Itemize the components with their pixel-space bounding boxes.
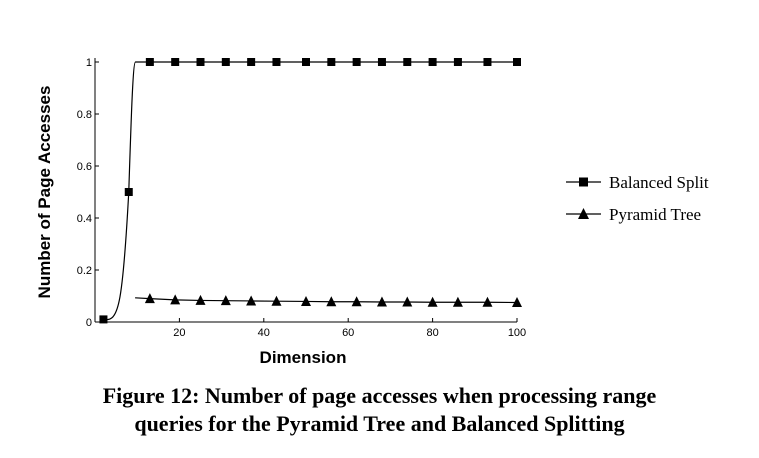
square-marker	[377, 58, 386, 66]
square-marker	[145, 58, 154, 66]
triangle-marker	[220, 295, 231, 306]
line-chart: 0 0.2 0.4 0.6 0.8 1 20 40 60 80 100 Dimension Numb…	[35, 57, 709, 367]
caption-line-1: Figure 12: Number of page accesses when …	[102, 383, 657, 408]
y-tick-label: 0.6	[77, 161, 92, 173]
y-tick-label: 0.4	[77, 213, 92, 225]
legend-label: Pyramid Tree	[609, 205, 701, 224]
y-tick-label: 0.8	[77, 109, 92, 121]
square-marker	[483, 58, 492, 66]
legend: Balanced Split Pyramid Tree	[566, 173, 709, 224]
x-tick-label: 80	[426, 327, 438, 339]
square-marker	[247, 58, 256, 66]
triangle-marker	[271, 295, 282, 306]
legend-item: Pyramid Tree	[566, 205, 701, 224]
ticks-layer: 0 0.2 0.4 0.6 0.8 1 20 40 60 80 100	[77, 57, 526, 339]
square-marker	[99, 315, 108, 324]
triangle-marker	[170, 294, 181, 305]
square-marker	[453, 58, 462, 66]
legend-item: Balanced Split	[566, 173, 709, 192]
triangle-marker	[246, 295, 257, 306]
triangle-marker	[195, 294, 206, 305]
square-marker	[513, 58, 521, 66]
x-tick-label: 40	[258, 327, 270, 339]
square-marker	[272, 58, 281, 66]
triangle-marker	[578, 208, 589, 219]
triangle-marker	[402, 296, 413, 307]
x-tick-label: 60	[342, 327, 354, 339]
triangle-marker	[351, 296, 362, 307]
figure-caption: Figure 12: Number of page accesses when …	[0, 382, 759, 438]
square-marker	[428, 58, 437, 66]
square-marker	[579, 177, 588, 187]
triangle-marker	[512, 297, 522, 307]
x-axis-label: Dimension	[260, 348, 347, 367]
x-tick-label: 20	[173, 327, 185, 339]
pyramid-tree-line	[135, 297, 518, 304]
triangle-marker	[482, 296, 493, 307]
triangle-marker	[326, 296, 337, 307]
axes	[94, 58, 517, 323]
triangle-marker	[144, 293, 155, 304]
series-pyramid-tree	[135, 293, 522, 307]
triangle-marker	[376, 296, 387, 307]
y-tick-label: 1	[86, 57, 92, 69]
square-marker	[171, 58, 180, 66]
square-marker	[352, 58, 361, 66]
triangle-marker	[301, 295, 311, 306]
square-marker	[302, 58, 310, 66]
series-layer	[99, 58, 522, 324]
triangle-marker	[452, 296, 463, 307]
y-axis-label: Number of Page Accesses	[35, 86, 54, 299]
x-tick-label: 100	[508, 327, 526, 339]
balanced-split-line	[103, 61, 517, 321]
y-tick-label: 0	[86, 317, 92, 329]
legend-label: Balanced Split	[609, 173, 709, 192]
triangle-marker	[427, 296, 438, 307]
square-marker	[196, 58, 205, 66]
series-balanced-split	[99, 58, 521, 324]
square-marker	[403, 58, 412, 66]
square-marker	[327, 58, 336, 66]
y-tick-label: 0.2	[77, 265, 92, 277]
square-marker	[124, 188, 133, 196]
caption-line-2: queries for the Pyramid Tree and Balance…	[134, 411, 625, 436]
square-marker	[221, 58, 230, 66]
